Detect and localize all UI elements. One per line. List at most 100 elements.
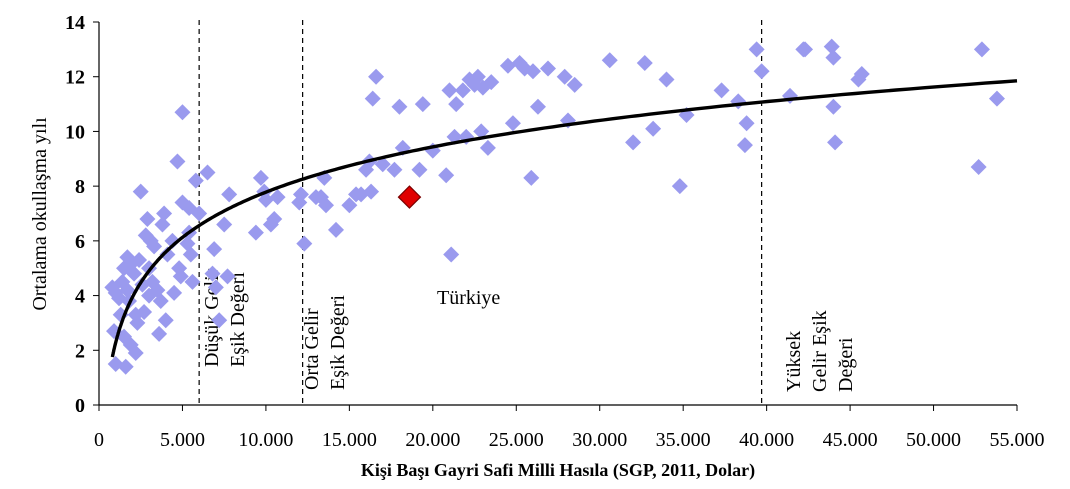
x-tick-label: 35.000 bbox=[656, 429, 711, 451]
data-point bbox=[126, 265, 143, 282]
turkey-label: Türkiye bbox=[437, 287, 500, 309]
data-point bbox=[566, 76, 583, 93]
data-point bbox=[169, 153, 186, 170]
data-point bbox=[825, 49, 842, 66]
data-point bbox=[119, 282, 136, 299]
threshold-label-1-line-2: Eşik Değeri bbox=[227, 272, 249, 367]
x-tick-label: 45.000 bbox=[823, 429, 878, 451]
data-point bbox=[364, 90, 381, 107]
data-point bbox=[748, 41, 765, 58]
data-point bbox=[317, 197, 334, 214]
data-point bbox=[414, 96, 431, 113]
data-point bbox=[139, 210, 156, 227]
data-point bbox=[973, 41, 990, 58]
data-point bbox=[827, 134, 844, 151]
data-point bbox=[117, 358, 134, 375]
data-point bbox=[504, 115, 521, 132]
data-point bbox=[529, 98, 546, 115]
data-point bbox=[341, 197, 358, 214]
data-point bbox=[730, 93, 747, 110]
data-point bbox=[479, 139, 496, 156]
data-point bbox=[823, 38, 840, 55]
data-point bbox=[448, 96, 465, 113]
data-point bbox=[988, 90, 1005, 107]
data-point bbox=[206, 241, 223, 258]
data-point bbox=[524, 63, 541, 80]
data-point bbox=[499, 57, 516, 74]
x-tick-label: 40.000 bbox=[739, 429, 794, 451]
data-point bbox=[157, 312, 174, 329]
data-point bbox=[221, 186, 238, 203]
data-point bbox=[454, 82, 471, 99]
turkey-point bbox=[397, 185, 422, 209]
data-point bbox=[172, 268, 189, 285]
y-tick-label: 2 bbox=[75, 340, 85, 362]
data-point bbox=[154, 216, 171, 233]
data-point bbox=[207, 279, 224, 296]
data-point bbox=[187, 172, 204, 189]
threshold-label-3-line-2: Gelir Eşik bbox=[809, 310, 831, 392]
y-tick-label: 10 bbox=[65, 121, 85, 143]
data-point bbox=[797, 41, 814, 58]
x-tick-label: 25.000 bbox=[489, 429, 544, 451]
data-point bbox=[219, 268, 236, 285]
data-point bbox=[159, 246, 176, 263]
x-tick-label: 0 bbox=[94, 429, 104, 451]
data-point bbox=[386, 161, 403, 178]
y-tick-label: 4 bbox=[75, 286, 85, 308]
data-point bbox=[738, 115, 755, 132]
axes: 0 2 4 6 8 10 12 14 0 5.000 10.000 15.000 20.000 25.00… bbox=[65, 12, 1045, 451]
data-point bbox=[636, 55, 653, 72]
data-point bbox=[296, 235, 313, 252]
data-point bbox=[174, 104, 191, 121]
data-point bbox=[184, 273, 201, 290]
data-point bbox=[713, 82, 730, 99]
x-tick-label: 5.000 bbox=[160, 429, 205, 451]
x-tick-label: 30.000 bbox=[572, 429, 627, 451]
data-point bbox=[391, 98, 408, 115]
data-point bbox=[645, 120, 662, 137]
data-point bbox=[131, 252, 148, 269]
data-point bbox=[204, 265, 221, 282]
data-point bbox=[374, 156, 391, 173]
data-point bbox=[625, 134, 642, 151]
x-axis-title: Kişi Başı Gayri Safi Milli Hasıla (SGP, … bbox=[361, 460, 755, 481]
y-tick-label: 12 bbox=[65, 67, 85, 89]
data-point bbox=[853, 65, 870, 82]
data-point bbox=[443, 246, 460, 263]
data-point bbox=[252, 169, 269, 186]
data-point bbox=[438, 167, 455, 184]
y-tick-label: 14 bbox=[65, 12, 85, 34]
data-point bbox=[127, 345, 144, 362]
data-point bbox=[825, 98, 842, 115]
x-tick-label: 15.000 bbox=[322, 429, 377, 451]
data-point bbox=[211, 312, 228, 329]
x-tick-label: 10.000 bbox=[238, 429, 293, 451]
data-point bbox=[182, 246, 199, 263]
data-point bbox=[473, 123, 490, 140]
data-point bbox=[247, 224, 264, 241]
y-tick-label: 8 bbox=[75, 176, 85, 198]
data-point bbox=[328, 221, 345, 238]
data-point bbox=[671, 178, 688, 195]
data-point bbox=[257, 191, 274, 208]
data-point bbox=[441, 82, 458, 99]
data-point bbox=[363, 183, 380, 200]
data-point bbox=[216, 216, 233, 233]
threshold-lines: Düşük Gelir Eşik Değeri Orta Gelir Eşik Değ… bbox=[198, 20, 857, 405]
y-tick-label: 6 bbox=[75, 231, 85, 253]
data-point bbox=[199, 164, 216, 181]
data-point bbox=[164, 232, 181, 249]
y-axis-title: Ortalama okullaşma yılı bbox=[29, 117, 51, 311]
data-point bbox=[523, 169, 540, 186]
data-point bbox=[753, 63, 770, 80]
y-tick-label: 0 bbox=[75, 395, 85, 417]
data-point bbox=[152, 293, 169, 310]
data-point bbox=[129, 314, 146, 331]
threshold-label-2-line-2: Eşik Değeri bbox=[327, 295, 349, 390]
data-point bbox=[970, 158, 987, 175]
data-point bbox=[269, 189, 286, 206]
data-point bbox=[151, 325, 168, 342]
threshold-label-2-line-1: Orta Gelir bbox=[301, 308, 323, 390]
trend-line bbox=[110, 79, 1018, 358]
